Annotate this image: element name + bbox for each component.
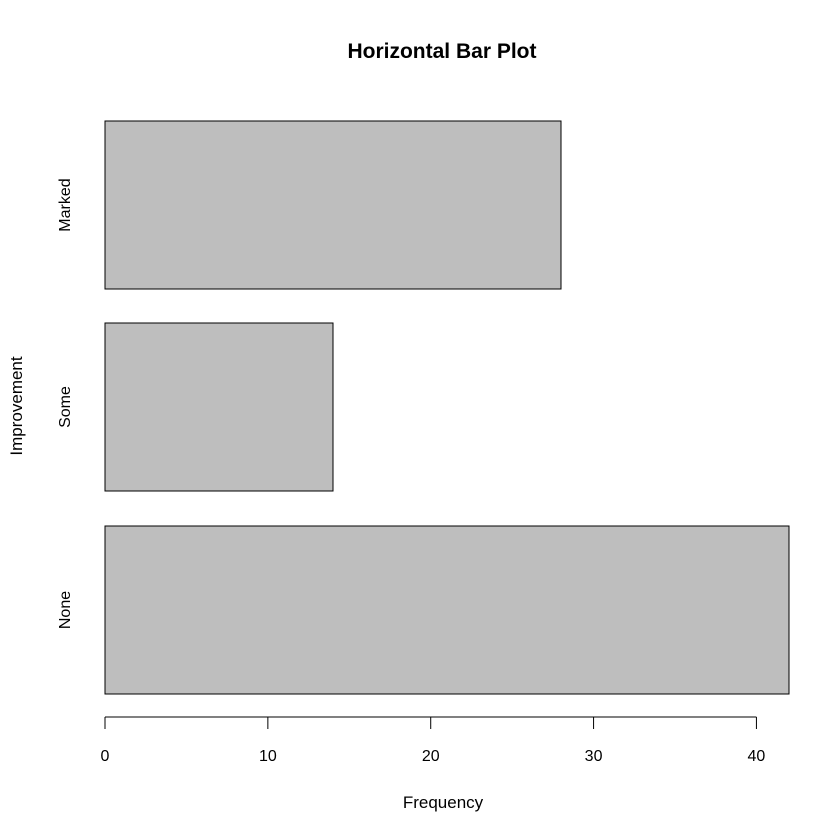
chart-title: Horizontal Bar Plot	[347, 40, 536, 63]
bars-group	[104, 120, 790, 695]
y-axis-label: Improvement	[7, 356, 26, 455]
category-label-some: Some	[57, 386, 74, 428]
category-labels: None Some Marked	[57, 178, 74, 629]
x-tick-label-40: 40	[748, 748, 766, 765]
category-label-marked: Marked	[57, 178, 74, 231]
x-tick-label-0: 0	[101, 748, 110, 765]
x-axis: 0 10 20 30 40	[101, 716, 766, 765]
bar-some	[104, 322, 334, 492]
bar-none	[104, 525, 790, 695]
x-tick-label-10: 10	[259, 748, 277, 765]
category-label-none: None	[57, 591, 74, 629]
x-tick-label-20: 20	[422, 748, 440, 765]
x-tick-label-30: 30	[585, 748, 603, 765]
x-axis-label: Frequency	[403, 793, 484, 812]
bar-marked	[104, 120, 562, 290]
